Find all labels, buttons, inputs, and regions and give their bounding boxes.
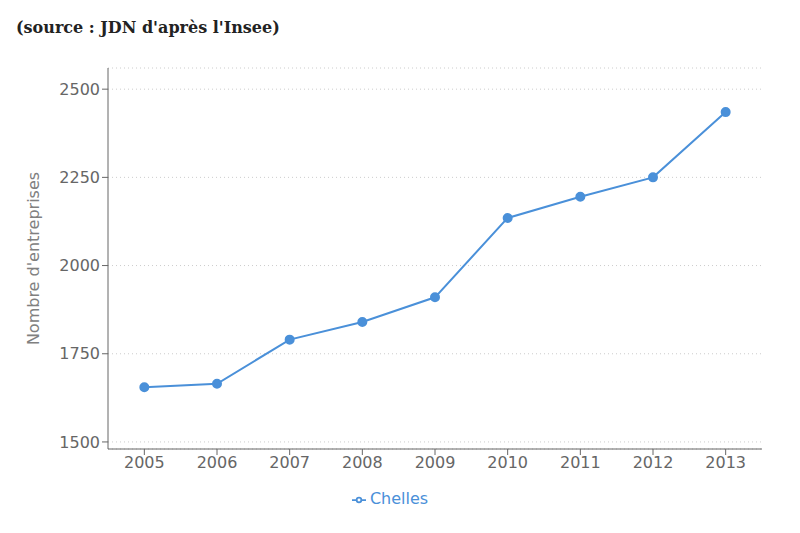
html-text:Chelles: Chelles xyxy=(369,489,429,508)
svg-text:2007: 2007 xyxy=(269,453,310,472)
svg-text:1500: 1500 xyxy=(59,433,100,452)
html-text:(source : JDN d'après l'Insee): (source : JDN d'après l'Insee) xyxy=(16,18,280,37)
svg-text:2006: 2006 xyxy=(197,453,238,472)
svg-text:2500: 2500 xyxy=(59,80,100,99)
svg-text:2013: 2013 xyxy=(705,453,746,472)
svg-text:2011: 2011 xyxy=(560,453,601,472)
svg-text:2005: 2005 xyxy=(124,453,165,472)
svg-text:2000: 2000 xyxy=(59,256,100,275)
svg-text:2009: 2009 xyxy=(415,453,456,472)
svg-text:2008: 2008 xyxy=(342,453,383,472)
svg-text:2012: 2012 xyxy=(633,453,674,472)
svg-text:Nombre d'entreprises: Nombre d'entreprises xyxy=(24,172,43,345)
svg-text:1750: 1750 xyxy=(59,344,100,363)
svg-text:2250: 2250 xyxy=(59,168,100,187)
svg-text:2010: 2010 xyxy=(487,453,528,472)
